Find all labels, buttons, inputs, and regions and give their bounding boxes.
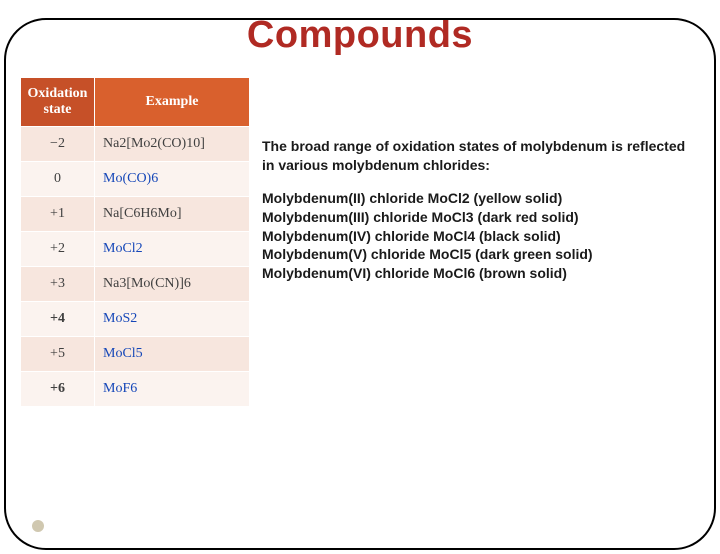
slide-frame <box>4 18 716 550</box>
decorative-dot <box>32 520 44 532</box>
